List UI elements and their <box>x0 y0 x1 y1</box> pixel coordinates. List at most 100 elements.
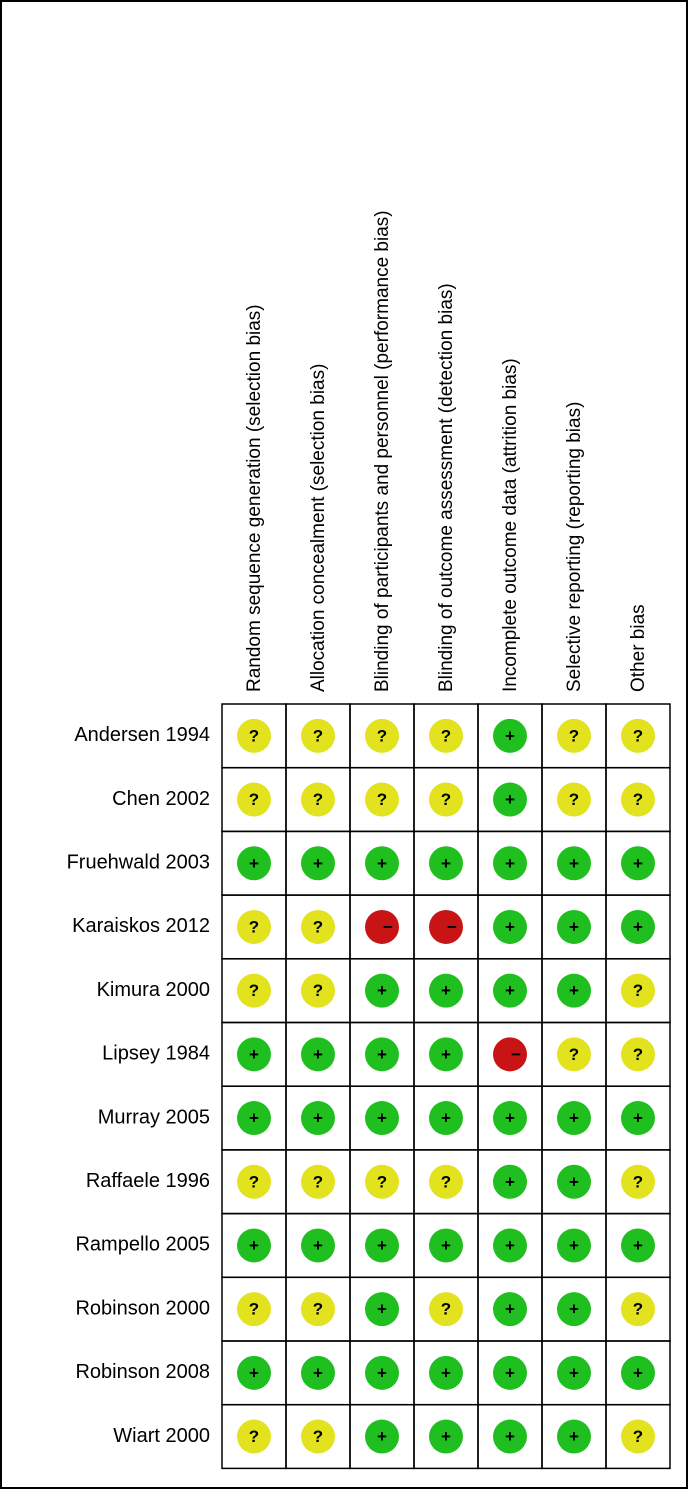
cell <box>605 1403 671 1470</box>
judgment-dot <box>237 1101 271 1136</box>
judgment-dot <box>365 909 399 944</box>
judgment-dot <box>301 1292 335 1327</box>
column-header: Random sequence generation (selection bi… <box>244 304 265 692</box>
judgment-dot <box>429 1292 463 1327</box>
judgment-symbol: ? <box>313 726 323 745</box>
judgment-dot <box>621 1101 655 1136</box>
judgment-dot <box>301 909 335 944</box>
judgment-symbol: ? <box>249 726 259 745</box>
judgment-symbol: − <box>511 1045 521 1064</box>
judgment-symbol: ? <box>313 917 323 936</box>
judgment-dot <box>365 973 399 1008</box>
judgment-symbol: + <box>505 1109 515 1128</box>
judgment-dot <box>493 1355 527 1390</box>
study-label: Murray 2005 <box>98 1106 210 1128</box>
judgment-symbol: ? <box>441 1172 451 1191</box>
judgment-dot <box>237 1228 271 1263</box>
judgment-dot <box>557 1228 591 1263</box>
judgment-dot <box>301 846 335 881</box>
study-label: Robinson 2008 <box>75 1361 210 1383</box>
judgment-dot <box>429 1355 463 1390</box>
judgment-symbol: ? <box>633 1427 643 1446</box>
judgment-symbol: + <box>569 1172 579 1191</box>
judgment-dot <box>621 909 655 944</box>
column-header: Selective reporting (reporting bias) <box>564 402 585 692</box>
judgment-symbol: + <box>441 1109 451 1128</box>
judgment-symbol: + <box>377 1427 387 1446</box>
judgment-symbol: ? <box>249 1300 259 1319</box>
column-header: Incomplete outcome data (attrition bias) <box>500 358 521 692</box>
judgment-dot <box>237 846 271 881</box>
judgment-symbol: + <box>569 1109 579 1128</box>
judgment-dot <box>493 1419 527 1454</box>
judgment-dot <box>301 1164 335 1199</box>
judgment-symbol: + <box>505 854 515 873</box>
judgment-dot <box>365 846 399 881</box>
judgment-symbol: + <box>633 1109 643 1128</box>
study-label: Lipsey 1984 <box>102 1043 210 1065</box>
judgment-symbol: + <box>569 854 579 873</box>
judgment-dot <box>557 718 591 753</box>
study-label: Kimura 2000 <box>97 979 210 1001</box>
judgment-symbol: + <box>569 1236 579 1255</box>
judgment-dot <box>621 718 655 753</box>
judgment-dot <box>429 846 463 881</box>
study-label: Karaiskos 2012 <box>72 915 210 937</box>
judgment-symbol: + <box>505 1427 515 1446</box>
judgment-dot <box>557 1037 591 1072</box>
judgment-symbol: + <box>441 1045 451 1064</box>
judgment-dot <box>429 1164 463 1199</box>
judgment-dot <box>237 782 271 817</box>
judgment-dot <box>493 782 527 817</box>
judgment-symbol: − <box>383 917 393 936</box>
judgment-symbol: + <box>505 1300 515 1319</box>
judgment-dot <box>429 1101 463 1136</box>
study-label: Raffaele 1996 <box>86 1170 210 1192</box>
column-header: Other bias <box>628 604 649 692</box>
judgment-symbol: ? <box>313 1427 323 1446</box>
judgment-dot <box>237 973 271 1008</box>
judgment-dot <box>493 718 527 753</box>
judgment-dot <box>493 1164 527 1199</box>
judgment-symbol: + <box>313 854 323 873</box>
judgment-symbol: ? <box>249 790 259 809</box>
judgment-dot <box>621 1292 655 1327</box>
study-label: Rampello 2005 <box>75 1234 210 1256</box>
judgment-dot <box>301 782 335 817</box>
judgment-dot <box>557 1355 591 1390</box>
judgment-symbol: + <box>505 790 515 809</box>
judgment-dot <box>493 1037 527 1072</box>
study-label: Fruehwald 2003 <box>67 852 210 874</box>
judgment-symbol: ? <box>313 981 323 1000</box>
judgment-dot <box>365 1164 399 1199</box>
judgment-dot <box>557 1419 591 1454</box>
judgment-symbol: − <box>447 917 457 936</box>
judgment-dot <box>493 1292 527 1327</box>
judgment-symbol: + <box>313 1236 323 1255</box>
judgment-symbol: ? <box>633 981 643 1000</box>
judgment-dot <box>237 1292 271 1327</box>
judgment-dot <box>365 782 399 817</box>
judgment-dot <box>301 1419 335 1454</box>
judgment-dot <box>621 973 655 1008</box>
study-label: Chen 2002 <box>112 788 210 810</box>
judgment-symbol: + <box>377 1363 387 1382</box>
judgment-dot <box>493 909 527 944</box>
judgment-dot <box>237 1419 271 1454</box>
judgment-dot <box>429 1419 463 1454</box>
judgment-symbol: ? <box>441 790 451 809</box>
judgment-symbol: ? <box>569 790 579 809</box>
judgment-symbol: + <box>377 1236 387 1255</box>
judgment-dot <box>557 1164 591 1199</box>
judgment-symbol: + <box>441 981 451 1000</box>
judgment-dot <box>429 973 463 1008</box>
judgment-dot <box>557 1292 591 1327</box>
judgment-symbol: + <box>313 1045 323 1064</box>
judgment-dot <box>301 1228 335 1263</box>
judgment-dot <box>365 1355 399 1390</box>
judgment-symbol: + <box>249 1236 259 1255</box>
judgment-dot <box>621 1164 655 1199</box>
judgment-dot <box>557 846 591 881</box>
judgment-dot <box>429 718 463 753</box>
judgment-symbol: + <box>441 1363 451 1382</box>
